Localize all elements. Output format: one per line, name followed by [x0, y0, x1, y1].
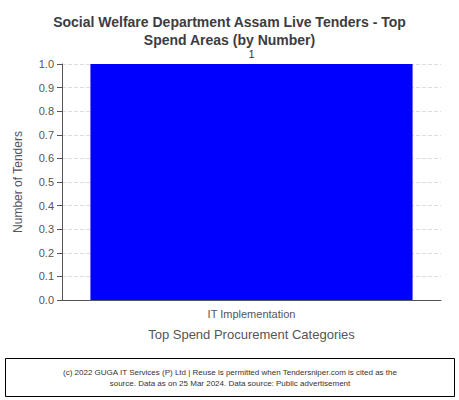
- svg-text:IT Implementation: IT Implementation: [208, 308, 296, 320]
- svg-text:source. Data as on 25 Mar 2024: source. Data as on 25 Mar 2024. Data sou…: [110, 379, 351, 388]
- svg-text:0.7: 0.7: [39, 129, 54, 141]
- svg-text:Social Welfare Department Assa: Social Welfare Department Assam Live Ten…: [53, 14, 406, 30]
- svg-text:Spend Areas (by Number): Spend Areas (by Number): [144, 32, 315, 48]
- svg-text:0.0: 0.0: [39, 294, 54, 306]
- svg-text:0.5: 0.5: [39, 176, 54, 188]
- svg-text:Top Spend Procurement Categori: Top Spend Procurement Categories: [148, 327, 355, 342]
- svg-text:0.2: 0.2: [39, 247, 54, 259]
- svg-text:0.6: 0.6: [39, 152, 54, 164]
- svg-text:Number of Tenders: Number of Tenders: [11, 131, 25, 233]
- svg-text:0.9: 0.9: [39, 82, 54, 94]
- svg-text:0.3: 0.3: [39, 223, 54, 235]
- svg-text:1: 1: [248, 48, 254, 60]
- svg-text:(c) 2022 GUGA IT Services (P): (c) 2022 GUGA IT Services (P) Ltd | Reus…: [63, 368, 397, 377]
- svg-text:0.4: 0.4: [39, 200, 54, 212]
- svg-text:0.1: 0.1: [39, 270, 54, 282]
- svg-text:0.8: 0.8: [39, 105, 54, 117]
- svg-text:1.0: 1.0: [39, 58, 54, 70]
